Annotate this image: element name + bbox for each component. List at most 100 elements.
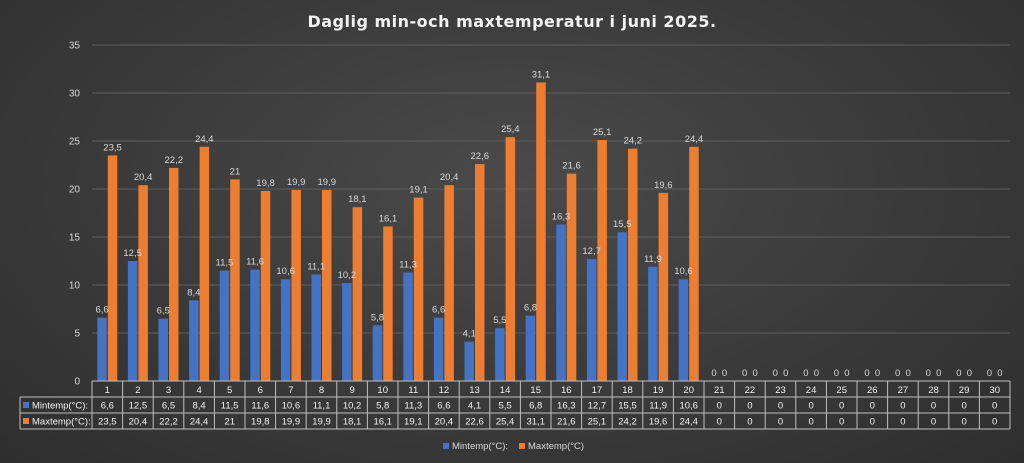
y-tick-label: 30 xyxy=(69,89,81,100)
bar-max xyxy=(322,189,332,381)
table-cell: 19,1 xyxy=(404,417,423,428)
table-cell: 19,9 xyxy=(282,417,301,428)
table-cell: 19,8 xyxy=(251,417,270,428)
bar-max xyxy=(138,185,148,381)
data-label: 19,1 xyxy=(409,185,428,196)
table-cell: 21,6 xyxy=(557,417,576,428)
y-axis: 0 5 10 15 20 25 30 35 xyxy=(69,41,81,388)
category-label: 23 xyxy=(775,385,786,396)
bar-max xyxy=(169,167,179,381)
data-label: 10,2 xyxy=(338,270,357,281)
table-series-name: Maxtemp(°C): xyxy=(32,417,91,428)
data-label: 11,5 xyxy=(216,258,234,269)
category-label: 26 xyxy=(867,385,878,396)
table-series-name: Mintemp(°C): xyxy=(32,401,88,412)
bar-max xyxy=(658,192,669,381)
table-cell: 0 xyxy=(839,417,844,428)
data-label: 15,5 xyxy=(613,219,632,230)
bar-min xyxy=(433,317,444,381)
bar-min xyxy=(250,269,260,381)
table-cell: 0 xyxy=(992,417,997,428)
data-label: 16,1 xyxy=(379,213,398,224)
data-label: 0 xyxy=(895,368,900,379)
bar-max xyxy=(505,137,516,381)
legend-label: Mintemp(°C): xyxy=(452,441,508,452)
bar-max xyxy=(107,155,118,381)
category-label: 29 xyxy=(959,385,970,396)
table-cell: 0 xyxy=(839,401,844,412)
data-label: 0 xyxy=(742,368,747,379)
bar-min xyxy=(495,328,505,381)
category-label: 22 xyxy=(745,385,756,396)
bar-max xyxy=(352,207,363,381)
data-label: 24,4 xyxy=(685,134,704,145)
table-cell: 0 xyxy=(931,401,936,412)
bar-min xyxy=(97,317,107,381)
bar-min xyxy=(158,318,168,381)
data-label: 0 xyxy=(967,368,972,379)
table-cell: 11,3 xyxy=(404,401,422,412)
bar-max xyxy=(230,179,240,381)
table-cell: 18,1 xyxy=(343,417,362,428)
y-tick-label: 20 xyxy=(69,185,81,196)
category-label: 7 xyxy=(288,385,293,396)
table-cell: 11,5 xyxy=(221,401,239,412)
table-cell: 22,2 xyxy=(159,417,178,428)
bar-max xyxy=(536,82,546,381)
bar-max xyxy=(413,197,424,381)
legend-label: Maxtemp(°C) xyxy=(528,441,584,452)
data-label: 20,4 xyxy=(134,172,153,183)
table-cell: 0 xyxy=(778,417,783,428)
table-cell: 0 xyxy=(717,417,722,428)
category-label: 4 xyxy=(196,385,201,396)
category-label: 27 xyxy=(898,385,909,396)
table-cell: 0 xyxy=(900,417,905,428)
bar-min xyxy=(127,261,138,381)
data-label: 25,1 xyxy=(593,127,612,138)
table-cell: 31,1 xyxy=(526,417,545,428)
table-cell: 5,8 xyxy=(376,401,389,412)
bar-min xyxy=(678,279,689,381)
data-label: 24,4 xyxy=(195,134,214,145)
bar-max xyxy=(260,190,271,381)
table-cell: 0 xyxy=(808,401,813,412)
table-cell: 16,1 xyxy=(373,417,392,428)
bar-max xyxy=(444,185,454,381)
y-tick-label: 15 xyxy=(69,233,81,244)
bar-max xyxy=(689,146,699,381)
data-label: 24,2 xyxy=(624,136,643,147)
table-cell: 10,6 xyxy=(282,401,301,412)
table-cell: 6,6 xyxy=(437,401,450,412)
data-label: 4,1 xyxy=(463,329,476,340)
category-label: 13 xyxy=(469,385,480,396)
table-cell: 5,5 xyxy=(498,401,511,412)
category-label: 8 xyxy=(319,385,324,396)
table-cell: 0 xyxy=(870,401,875,412)
bar-min xyxy=(525,315,536,381)
data-label: 11,1 xyxy=(307,261,325,272)
category-label: 12 xyxy=(439,385,450,396)
category-label: 14 xyxy=(500,385,511,396)
bar-max xyxy=(199,146,210,381)
data-label: 20,4 xyxy=(440,172,459,183)
table-legend-key xyxy=(23,402,29,408)
table-cell: 12,7 xyxy=(588,401,607,412)
bar-min xyxy=(280,279,291,381)
data-label: 11,6 xyxy=(246,257,264,268)
bar-min xyxy=(219,270,230,381)
data-label: 0 xyxy=(814,368,819,379)
table-cell: 0 xyxy=(961,417,966,428)
data-label: 0 xyxy=(753,368,758,379)
category-label: 3 xyxy=(166,385,171,396)
data-label: 5,8 xyxy=(371,312,384,323)
data-label: 19,8 xyxy=(256,178,275,189)
table-cell: 0 xyxy=(778,401,783,412)
category-label: 24 xyxy=(806,385,817,396)
table-cell: 22,6 xyxy=(465,417,484,428)
table-cell: 25,1 xyxy=(588,417,607,428)
data-label: 10,6 xyxy=(674,266,693,277)
data-label: 0 xyxy=(987,368,992,379)
table-cell: 10,2 xyxy=(343,401,362,412)
data-label: 6,6 xyxy=(432,305,445,316)
table-cell: 25,4 xyxy=(496,417,515,428)
